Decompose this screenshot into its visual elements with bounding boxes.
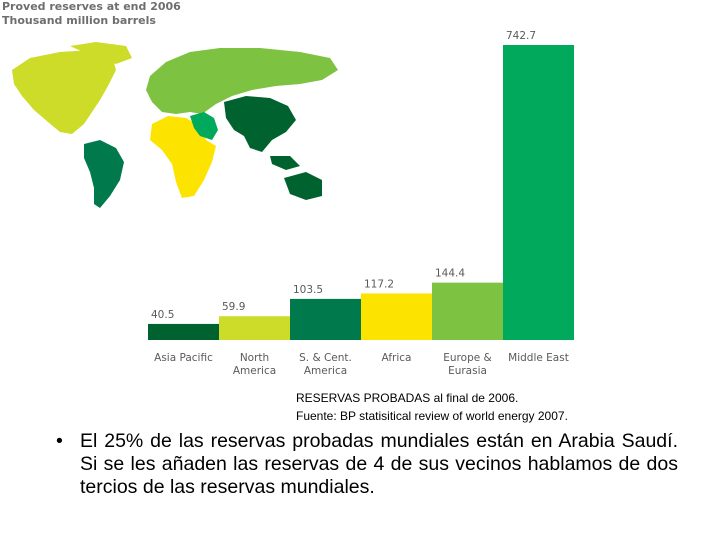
- bullet-point: • El 25% de las reservas probadas mundia…: [56, 430, 678, 499]
- bar-2: [290, 298, 361, 340]
- map-asia-pacific: [224, 96, 322, 200]
- bar-4: [432, 282, 503, 340]
- caption-line-1: RESERVAS PROBADAS al final de 2006.: [296, 391, 519, 405]
- world-map: [12, 42, 338, 208]
- category-label-3: Africa: [382, 352, 412, 364]
- bar-5: [503, 45, 574, 340]
- bar-0: [148, 323, 219, 340]
- bar-value-label-2: 103.5: [293, 284, 323, 296]
- category-label-5: Middle East: [508, 352, 569, 364]
- map-north-america: [12, 42, 132, 134]
- map-europe-eurasia: [146, 48, 338, 114]
- chart-title: Proved reserves at end 2006: [2, 0, 181, 13]
- map-south-america: [84, 140, 124, 208]
- bar-value-label-1: 59.9: [222, 301, 245, 313]
- bar-value-label-5: 742.7: [506, 30, 536, 42]
- category-label-4: Europe & Eurasia: [443, 352, 491, 377]
- caption-line-2: Fuente: BP statisitical review of world …: [296, 409, 568, 423]
- chart-subtitle: Thousand million barrels: [2, 14, 156, 27]
- chart-title-block: Proved reserves at end 2006 Thousand mil…: [2, 0, 262, 28]
- bar-value-label-3: 117.2: [364, 278, 394, 290]
- bar-chart: 40.5 Asia Pacific 59.9 North America 103.5 S. …: [148, 30, 574, 377]
- map-africa: [150, 116, 216, 198]
- map-middle-east: [190, 112, 218, 140]
- category-label-2: S. & Cent. America: [299, 352, 352, 377]
- figure-caption: RESERVAS PROBADAS al final de 2006. Fuen…: [296, 389, 696, 425]
- bar-3: [361, 293, 432, 340]
- category-label-1: North America: [233, 352, 276, 377]
- bullet-text: El 25% de las reservas probadas mundiale…: [80, 430, 678, 498]
- bar-value-label-4: 144.4: [435, 268, 465, 280]
- category-label-0: Asia Pacific: [154, 352, 213, 364]
- bullet-symbol: •: [56, 430, 63, 452]
- bar-1: [219, 316, 290, 340]
- bar-value-label-0: 40.5: [151, 309, 174, 321]
